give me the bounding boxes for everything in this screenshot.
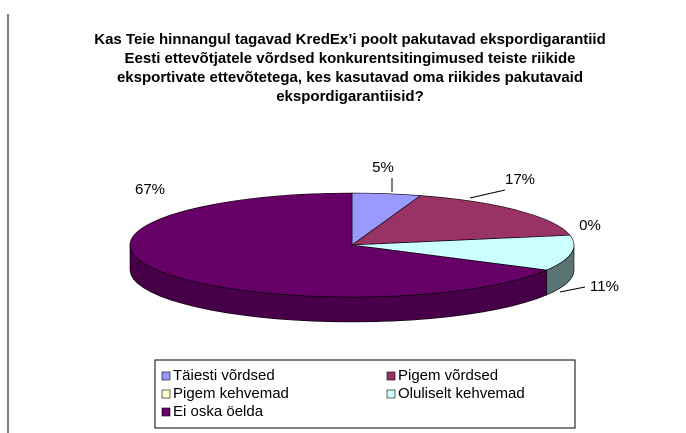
slice [351, 195, 571, 246]
data-label: 11% [590, 278, 619, 295]
legend-swatch [161, 389, 171, 399]
slice [129, 192, 548, 298]
data-label: 17% [505, 171, 535, 188]
legend-label: Täiesti võrdsed [173, 367, 275, 384]
legend-box [154, 359, 576, 429]
data-label: 67% [135, 181, 165, 198]
legend-swatch [386, 371, 396, 381]
legend-label: Ei oska öelda [173, 403, 264, 420]
leader-line [469, 189, 506, 199]
slice [351, 234, 575, 271]
legend-swatch [161, 407, 171, 417]
legend-label: Oluliselt kehvemad [398, 385, 525, 402]
chart-title: Kas Teie hinnangul tagavad KredEx’i pool… [94, 31, 606, 105]
legend-label: Pigem võrdsed [398, 367, 498, 384]
leader-line [559, 286, 586, 293]
data-label: 5% [372, 159, 394, 176]
legend-label: Pigem kehvemad [173, 385, 289, 402]
data-label: 0% [579, 217, 601, 234]
legend-swatch [161, 371, 171, 381]
legend-swatch [386, 389, 396, 399]
